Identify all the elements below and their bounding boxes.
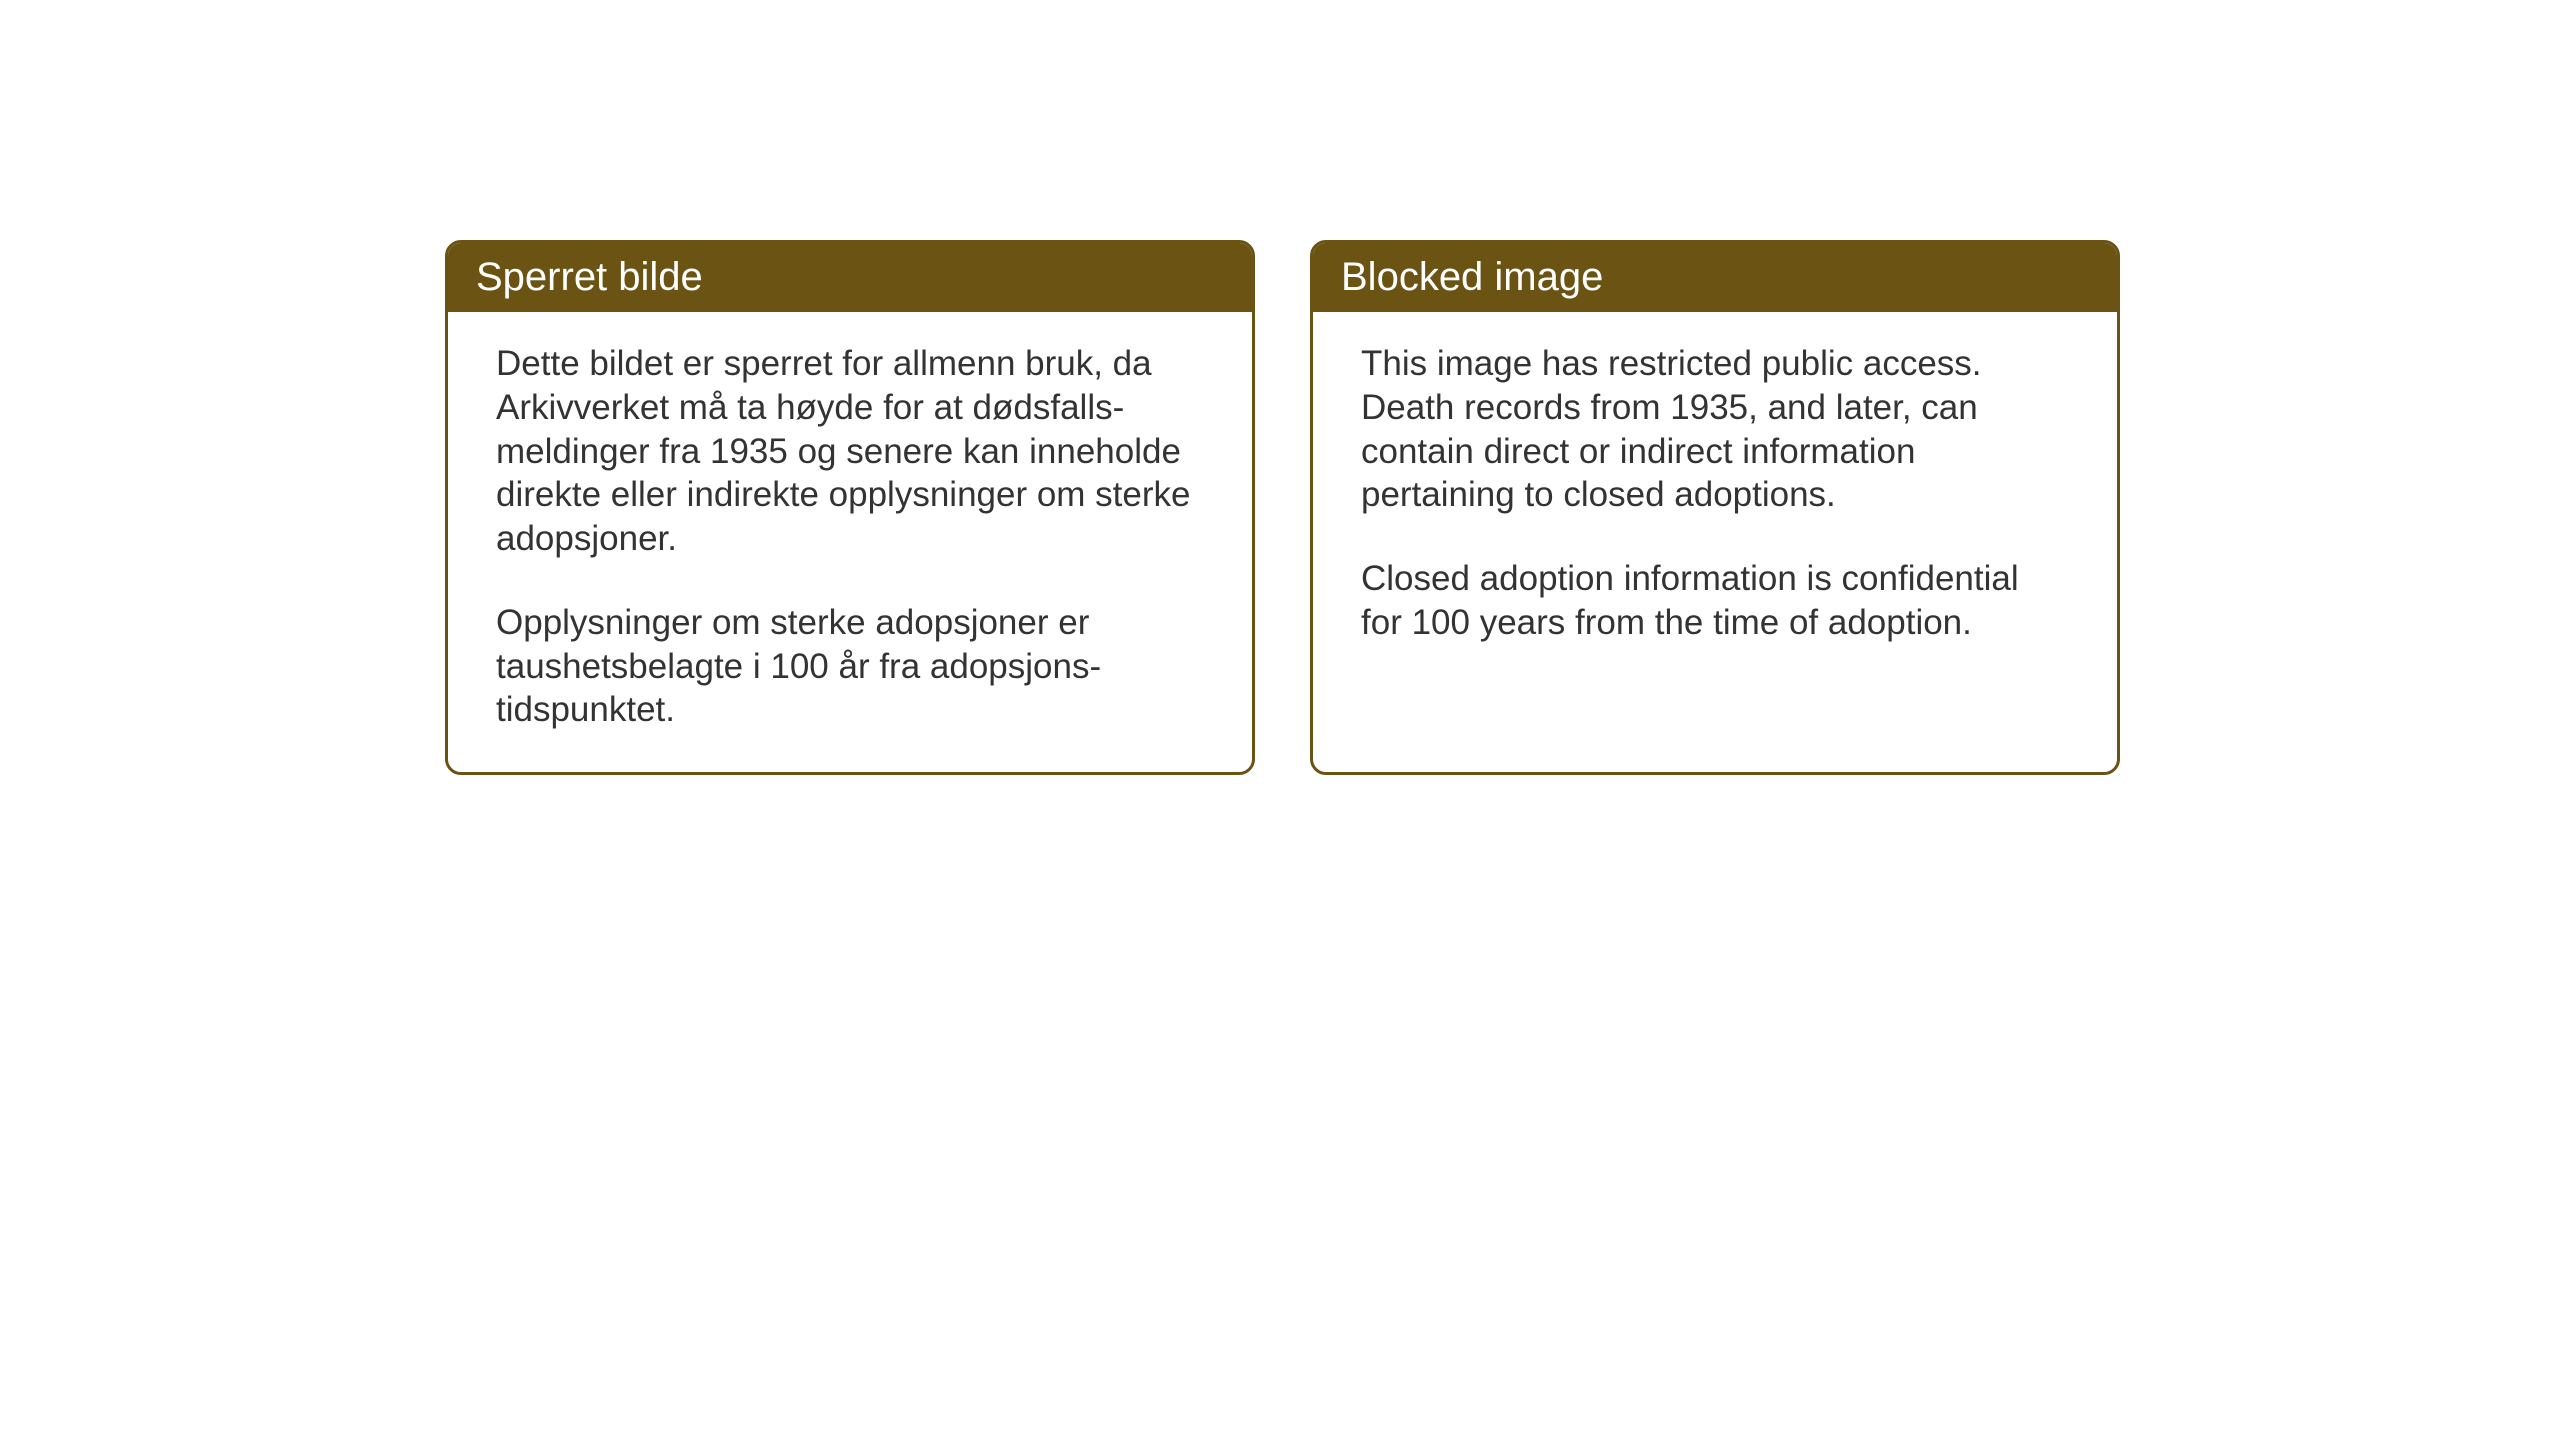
notice-paragraph-1-english: This image has restricted public access.… xyxy=(1361,342,2069,517)
notice-paragraph-1-norwegian: Dette bildet er sperret for allmenn bruk… xyxy=(496,342,1204,561)
notice-card-norwegian: Sperret bilde Dette bildet er sperret fo… xyxy=(445,240,1255,775)
notice-card-english: Blocked image This image has restricted … xyxy=(1310,240,2120,775)
notice-header-norwegian: Sperret bilde xyxy=(448,243,1252,312)
notice-body-norwegian: Dette bildet er sperret for allmenn bruk… xyxy=(448,312,1252,772)
notice-container: Sperret bilde Dette bildet er sperret fo… xyxy=(445,240,2120,775)
notice-paragraph-2-norwegian: Opplysninger om sterke adopsjoner er tau… xyxy=(496,601,1204,732)
notice-title-english: Blocked image xyxy=(1341,255,1603,299)
notice-body-english: This image has restricted public access.… xyxy=(1313,312,2117,685)
notice-title-norwegian: Sperret bilde xyxy=(476,255,703,299)
notice-header-english: Blocked image xyxy=(1313,243,2117,312)
notice-paragraph-2-english: Closed adoption information is confident… xyxy=(1361,557,2069,645)
